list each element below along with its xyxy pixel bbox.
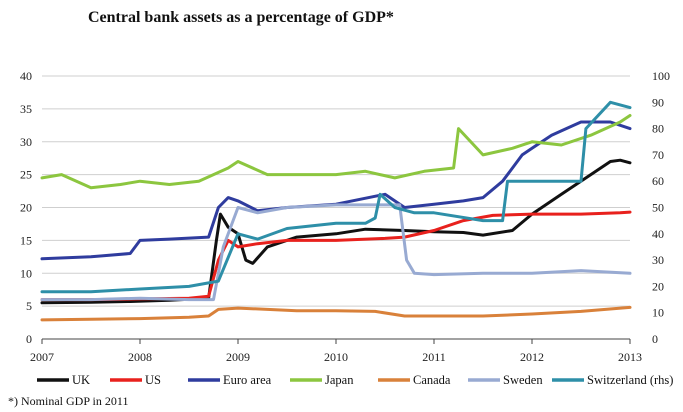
y-right-tick-label: 50 bbox=[652, 201, 664, 215]
legend-label: Switzerland (rhs) bbox=[587, 373, 673, 387]
series-line-us bbox=[40, 210, 632, 302]
x-tick-label: 2009 bbox=[226, 350, 250, 364]
series-line-canada bbox=[40, 305, 632, 322]
y-left-tick-label: 40 bbox=[20, 69, 32, 83]
y-left-tick-label: 10 bbox=[20, 266, 32, 280]
y-right-tick-label: 80 bbox=[652, 122, 664, 136]
y-left-tick-label: 30 bbox=[20, 135, 32, 149]
y-right-tick-label: 30 bbox=[652, 253, 664, 267]
y-right-tick-label: 10 bbox=[652, 306, 664, 320]
series-line-euro-area bbox=[40, 120, 632, 261]
y-left-tick-label: 20 bbox=[20, 201, 32, 215]
y-right-tick-label: 100 bbox=[652, 69, 670, 83]
y-right-tick-label: 60 bbox=[652, 174, 664, 188]
series-layer bbox=[40, 100, 632, 322]
legend-label: Canada bbox=[413, 373, 451, 387]
footnote: *) Nominal GDP in 2011 bbox=[8, 394, 129, 408]
x-axis-labels: 2007 2008 2009 2010 2011 2012 2013 bbox=[30, 339, 642, 364]
x-tick-label: 2008 bbox=[128, 350, 152, 364]
x-tick-label: 2010 bbox=[324, 350, 348, 364]
y-axis-left-labels: 0 5 10 15 20 25 30 35 40 bbox=[20, 69, 32, 346]
x-tick-label: 2012 bbox=[520, 350, 544, 364]
y-right-tick-label: 90 bbox=[652, 95, 664, 109]
legend-label: Sweden bbox=[503, 373, 543, 387]
x-tick-label: 2013 bbox=[618, 350, 642, 364]
legend-label: US bbox=[145, 373, 161, 387]
y-right-tick-label: 0 bbox=[652, 332, 658, 346]
y-left-tick-label: 5 bbox=[26, 299, 32, 313]
y-left-tick-label: 15 bbox=[20, 233, 32, 247]
series-line-sweden bbox=[40, 203, 632, 302]
y-right-tick-label: 40 bbox=[652, 227, 664, 241]
y-axis-right-labels: 0 10 20 30 40 50 60 70 80 90 100 bbox=[652, 69, 670, 346]
legend-label: UK bbox=[72, 373, 90, 387]
legend-label: Japan bbox=[325, 373, 354, 387]
legend-label: Euro area bbox=[223, 373, 272, 387]
y-left-tick-label: 35 bbox=[20, 102, 32, 116]
y-left-tick-label: 0 bbox=[26, 332, 32, 346]
series-line-japan bbox=[40, 114, 632, 190]
y-right-tick-label: 20 bbox=[652, 279, 664, 293]
chart-title: Central bank assets as a percentage of G… bbox=[88, 9, 394, 26]
y-left-tick-label: 25 bbox=[20, 168, 32, 182]
series-line-switzerland-rhs- bbox=[40, 100, 632, 294]
x-tick-label: 2011 bbox=[422, 350, 446, 364]
x-tick-label: 2007 bbox=[30, 350, 54, 364]
legend: UK US Euro area Japan Canada Sweden Switzerlan… bbox=[37, 373, 673, 387]
y-right-tick-label: 70 bbox=[652, 148, 664, 162]
